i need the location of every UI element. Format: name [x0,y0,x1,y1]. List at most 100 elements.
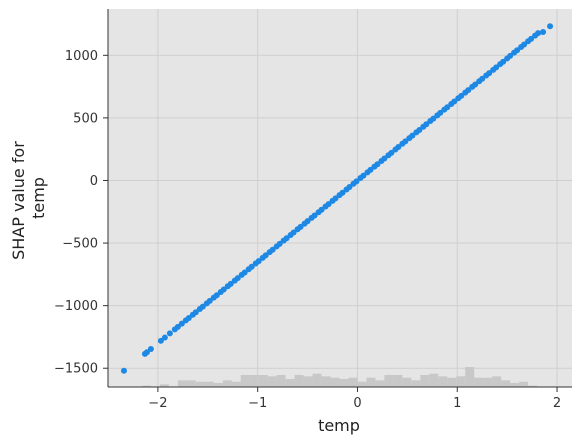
scatter-point [416,127,423,134]
y-axis-title-line-1: SHAP value for [9,141,28,260]
histogram-bar [492,376,502,387]
scatter-point [353,178,360,185]
scatter-point [290,229,297,236]
y-tick-label: −1000 [54,299,98,314]
scatter-point [161,334,168,341]
scatter-point [540,29,547,36]
scatter-point [241,269,248,276]
histogram-bar [186,380,196,387]
scatter-point [479,75,486,82]
scatter-point [528,35,535,42]
scatter-point [444,104,451,111]
x-tick-label: −2 [148,396,167,411]
scatter-point [507,52,514,59]
scatter-point [381,155,388,162]
scatter-point [297,223,304,230]
histogram-bar [141,385,151,387]
scatter-point [346,183,353,190]
scatter-point [157,337,164,344]
scatter-point [360,172,367,179]
y-tick-label: 500 [73,111,98,126]
histogram-bar [510,383,520,387]
scatter-point [178,320,185,327]
y-tick-label: −1500 [54,362,98,377]
scatter-point [437,109,444,116]
histogram-bar [519,381,529,387]
y-axis-title: SHAP value for temp [9,136,48,260]
scatter-point [500,58,507,65]
scatter-point [514,47,521,54]
histogram-bar [222,380,232,387]
feature-histogram [141,367,538,387]
scatter-point [374,161,381,168]
scatter-point [472,81,479,88]
scatter-point [199,303,206,310]
scatter-point [248,263,255,270]
histogram-bar [321,376,331,387]
scatter-point [269,246,276,253]
y-tick-label: 0 [90,174,98,189]
scatter-point [283,235,290,242]
scatter-point [192,309,199,316]
scatter-point [547,23,554,30]
scatter-point [213,292,220,299]
scatter-point [332,195,339,202]
histogram-bar [195,381,205,387]
histogram-bar [213,383,223,387]
x-tick-label: 2 [553,396,561,411]
scatter-point [367,166,374,173]
histogram-bar [357,381,367,387]
histogram-bar [375,380,385,387]
histogram-bar [339,379,349,387]
histogram-bar [294,375,304,387]
y-axis-title-line-2: temp [29,177,48,219]
histogram-bar [411,380,421,387]
histogram-bar [285,379,295,387]
scatter-point [493,64,500,71]
histogram-bar [366,377,376,387]
scatter-point [227,280,234,287]
histogram-bar [303,376,313,387]
x-axis-ticks: −2 −1 0 1 2 [148,387,561,411]
histogram-bar [177,380,187,387]
scatter-point [395,144,402,151]
histogram-bar [384,375,394,387]
scatter-point [304,218,311,225]
scatter-point [120,367,127,374]
scatter-point [423,121,430,128]
scatter-point [174,323,181,330]
scatter-point [430,115,437,122]
histogram-bar [429,373,439,387]
histogram-bar [438,376,448,387]
histogram-bar [501,380,511,387]
x-axis-title: temp [318,416,360,435]
scatter-point [206,297,213,304]
scatter-point [451,98,458,105]
scatter-point [409,132,416,139]
scatter-point [521,41,528,48]
histogram-bar [249,375,259,387]
histogram-bar [456,376,466,387]
y-axis-ticks: −1500 −1000 −500 0 500 1000 [54,49,108,377]
histogram-bar [447,377,457,387]
scatter-point [234,275,241,282]
scatter-point [388,149,395,156]
scatter-point [255,258,262,265]
histogram-bar [159,384,169,387]
scatter-point [325,201,332,208]
y-tick-label: −500 [62,237,98,252]
histogram-bar [312,373,322,387]
scatter-point [458,92,465,99]
histogram-bar [465,367,475,387]
histogram-bar [231,381,241,387]
histogram-bar [483,377,493,387]
scatter-point [311,212,318,219]
scatter-point [166,330,173,337]
scatter-point [486,70,493,77]
histogram-bar [474,377,484,387]
scatter-point [147,345,154,352]
scatter-point [402,138,409,145]
y-tick-label: 1000 [65,49,98,64]
scatter-point [143,349,150,356]
